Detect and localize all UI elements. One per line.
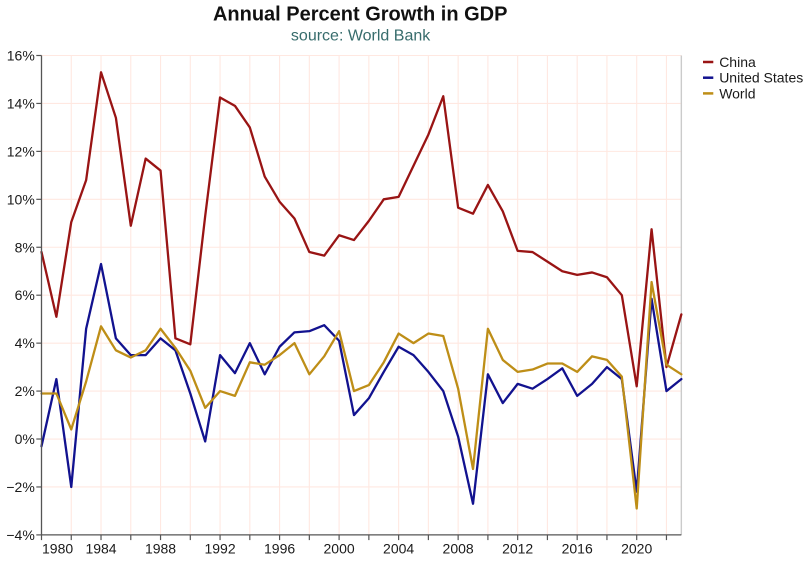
svg-text:2016: 2016 <box>562 541 593 557</box>
svg-text:1992: 1992 <box>204 541 235 557</box>
svg-text:2020: 2020 <box>621 541 652 557</box>
svg-text:source: World Bank: source: World Bank <box>291 28 431 45</box>
svg-text:1988: 1988 <box>145 541 176 557</box>
svg-text:6%: 6% <box>15 287 35 303</box>
svg-text:8%: 8% <box>15 239 35 255</box>
svg-text:China: China <box>719 54 756 70</box>
svg-text:2000: 2000 <box>324 541 355 557</box>
svg-text:−2%: −2% <box>6 479 34 495</box>
svg-text:2012: 2012 <box>502 541 533 557</box>
svg-text:2%: 2% <box>15 383 35 399</box>
svg-text:1980: 1980 <box>42 541 73 557</box>
svg-text:16%: 16% <box>7 48 35 64</box>
svg-text:−4%: −4% <box>6 527 34 543</box>
svg-text:14%: 14% <box>7 95 35 111</box>
svg-text:10%: 10% <box>7 191 35 207</box>
svg-text:Annual Percent Growth in GDP: Annual Percent Growth in GDP <box>213 4 507 26</box>
svg-text:World: World <box>719 85 755 101</box>
svg-text:0%: 0% <box>15 431 35 447</box>
svg-text:12%: 12% <box>7 143 35 159</box>
svg-text:2008: 2008 <box>443 541 474 557</box>
svg-text:2004: 2004 <box>383 541 414 557</box>
svg-text:1996: 1996 <box>264 541 295 557</box>
svg-text:4%: 4% <box>15 335 35 351</box>
svg-text:1984: 1984 <box>85 541 116 557</box>
svg-text:United States: United States <box>719 70 803 86</box>
